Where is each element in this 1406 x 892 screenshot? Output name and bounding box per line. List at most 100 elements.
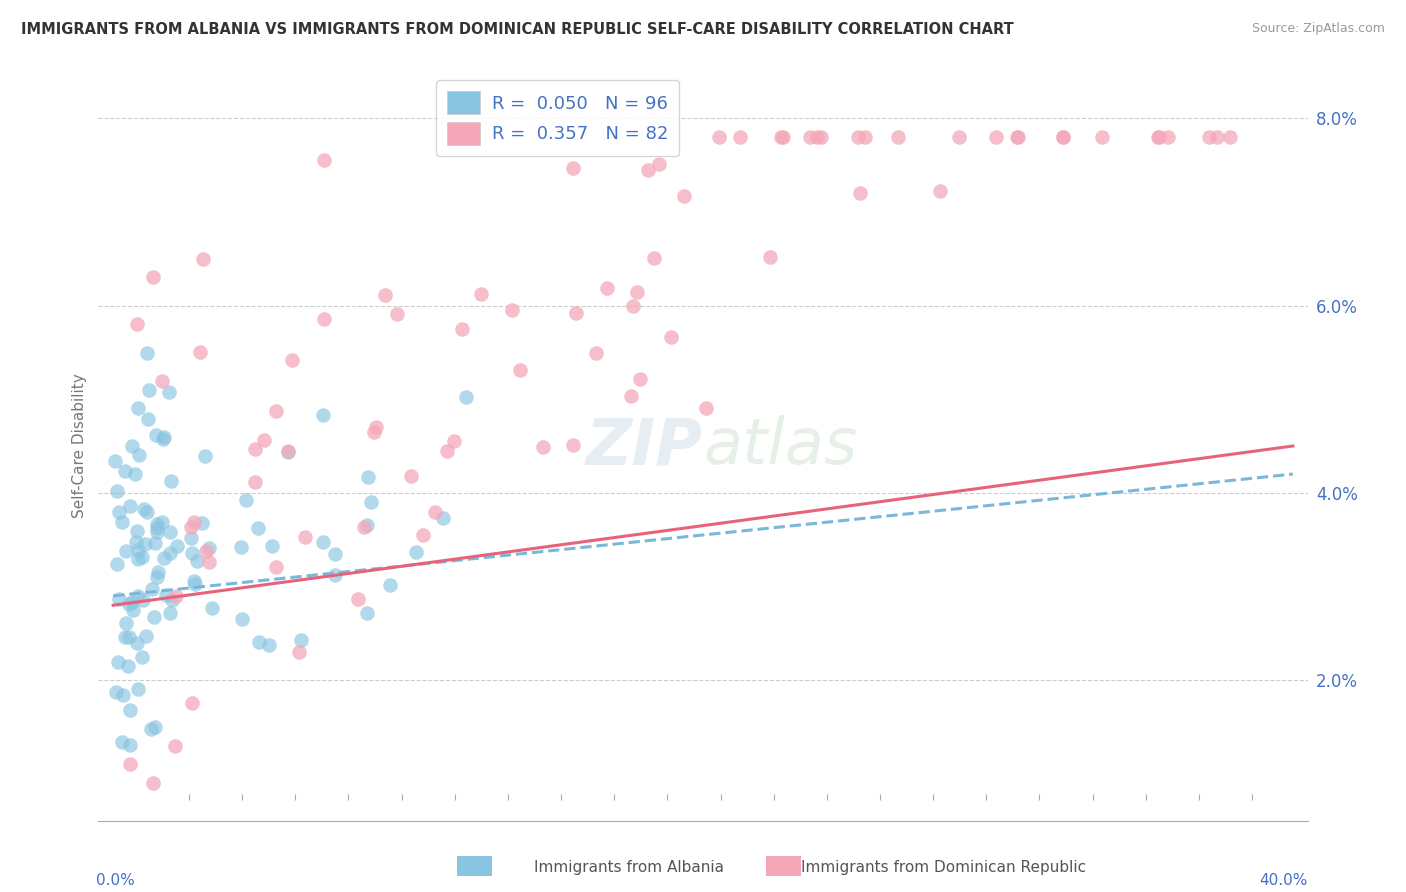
Point (104, 454, 127, 468)
Point (120, 703, 142, 717)
Point (443, 434, 465, 448)
Point (135, 629, 157, 643)
Point (150, 374, 173, 388)
Point (659, 329, 682, 343)
Point (136, 412, 159, 426)
Point (111, 688, 134, 702)
Point (165, 589, 187, 603)
Point (115, 615, 138, 630)
Point (138, 383, 160, 397)
Point (146, 569, 169, 583)
Point (637, 163, 659, 178)
Point (628, 372, 651, 386)
Point (118, 738, 141, 752)
Text: atlas: atlas (703, 415, 858, 477)
Point (160, 474, 183, 488)
Point (114, 464, 136, 478)
Point (134, 537, 156, 551)
Point (436, 444, 458, 458)
Point (139, 723, 162, 737)
Point (162, 592, 184, 607)
Point (107, 484, 129, 499)
Point (143, 536, 166, 550)
Point (846, 130, 869, 145)
Point (1007, 130, 1029, 145)
Point (245, 442, 267, 457)
Point (118, 598, 141, 612)
Point (183, 515, 205, 529)
Point (378, 577, 401, 591)
Point (247, 635, 270, 649)
Point (501, 303, 523, 318)
Point (1198, 130, 1220, 145)
Point (125, 524, 148, 539)
Point (132, 502, 155, 516)
Point (141, 270, 163, 285)
Point (695, 401, 717, 415)
Point (364, 420, 387, 434)
Point (143, 610, 166, 624)
Point (181, 546, 204, 560)
Point (142, 776, 165, 790)
Point (146, 516, 169, 531)
Point (294, 530, 316, 544)
Point (806, 130, 828, 145)
Point (131, 649, 153, 664)
Point (948, 130, 970, 145)
Point (799, 130, 821, 145)
Point (707, 130, 730, 145)
Text: ZIP: ZIP (586, 415, 703, 477)
Point (643, 251, 665, 265)
Y-axis label: Self-Care Disability: Self-Care Disability (72, 374, 87, 518)
Point (152, 432, 174, 446)
Point (153, 430, 176, 444)
Point (561, 161, 583, 176)
Point (198, 555, 221, 569)
Point (166, 539, 188, 553)
Point (312, 153, 335, 167)
Text: Immigrants from Albania: Immigrants from Albania (534, 860, 724, 874)
Point (127, 552, 149, 566)
Point (353, 520, 375, 534)
Point (141, 582, 163, 596)
Point (229, 540, 252, 554)
Point (253, 433, 276, 447)
Point (124, 467, 146, 482)
Point (146, 565, 169, 579)
Point (312, 535, 335, 549)
Point (127, 542, 149, 557)
Point (146, 521, 169, 535)
Point (201, 601, 224, 615)
Point (1091, 130, 1114, 145)
Point (728, 130, 751, 145)
Point (886, 130, 908, 145)
Point (531, 440, 554, 454)
Point (181, 697, 204, 711)
Point (454, 390, 477, 404)
Point (853, 130, 876, 145)
Point (247, 521, 270, 535)
Point (360, 495, 382, 509)
Point (183, 574, 205, 588)
Point (118, 757, 141, 772)
Point (561, 438, 583, 452)
Point (626, 285, 648, 300)
Point (565, 306, 588, 320)
Point (159, 525, 181, 540)
Point (470, 287, 492, 301)
Point (104, 684, 127, 698)
Point (266, 559, 288, 574)
Point (596, 281, 619, 295)
Point (152, 551, 174, 566)
Point (374, 288, 396, 302)
Point (346, 591, 368, 606)
Point (127, 590, 149, 604)
Point (127, 401, 149, 415)
Point (290, 633, 312, 648)
Point (107, 656, 129, 670)
Point (132, 593, 155, 607)
Point (277, 445, 299, 459)
Point (672, 189, 695, 203)
Point (412, 528, 434, 542)
Point (356, 518, 378, 533)
